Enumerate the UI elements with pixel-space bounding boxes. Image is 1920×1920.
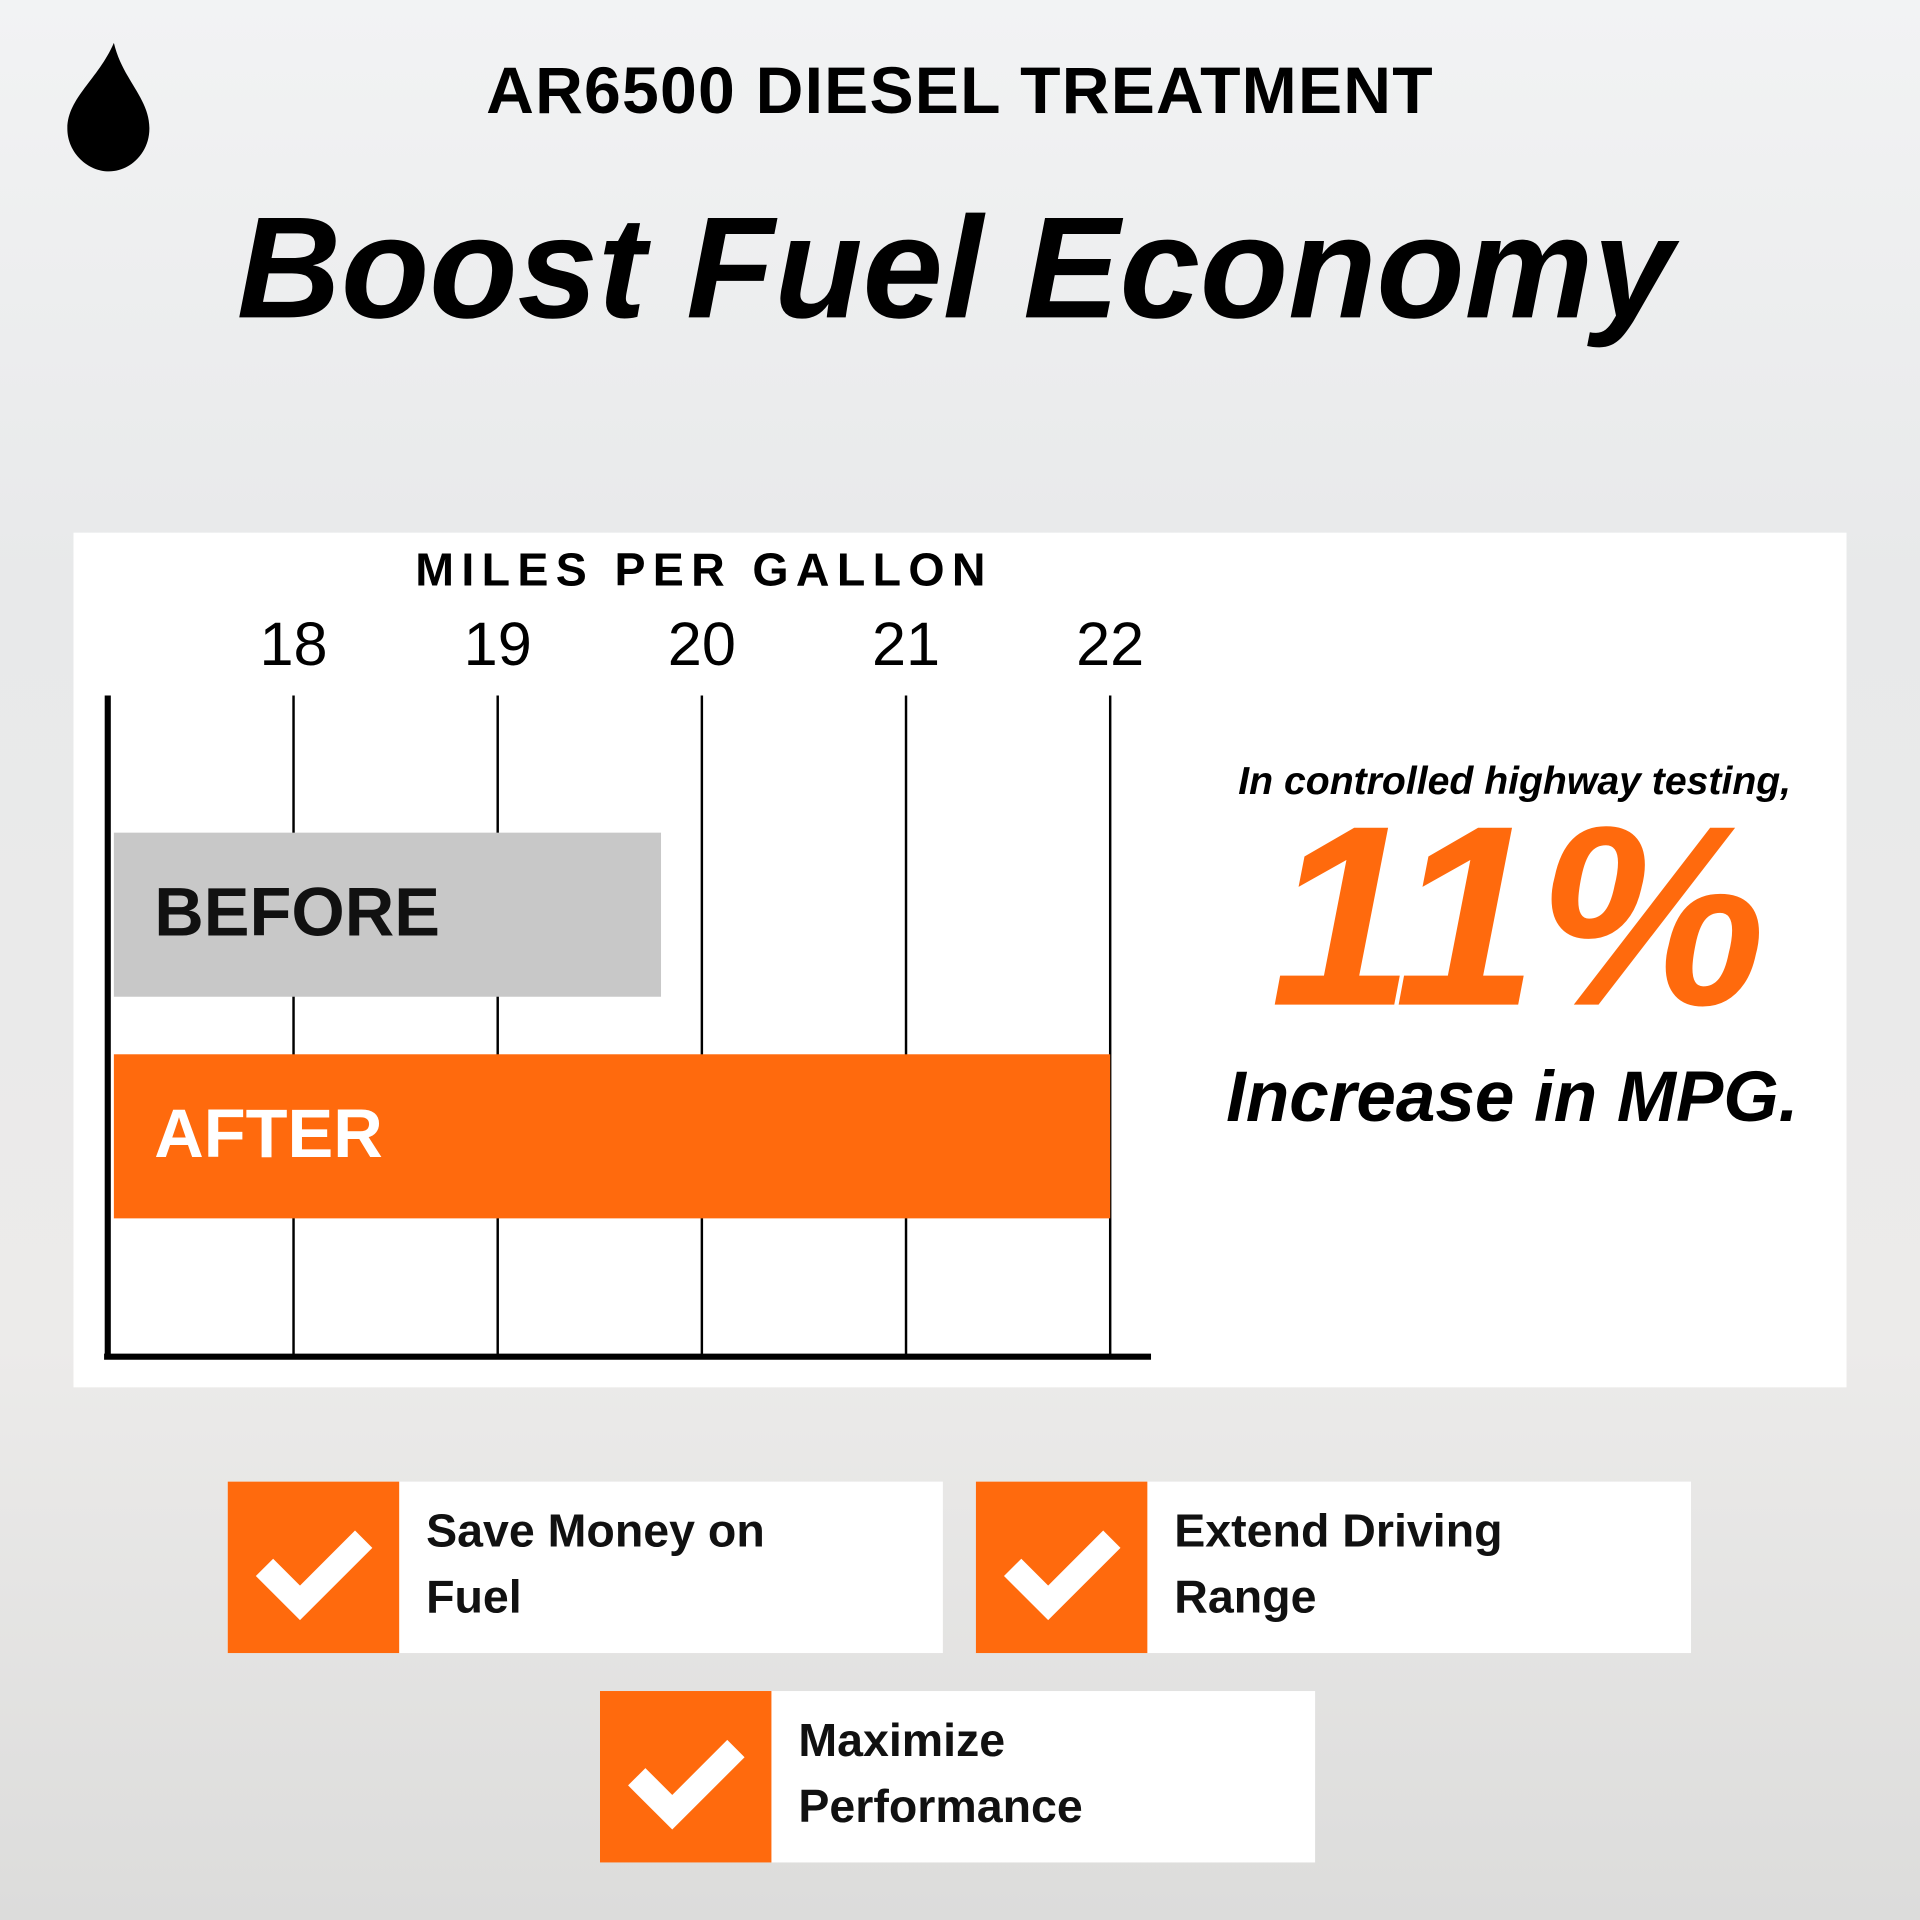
benefit: Extend Driving Range: [975, 1481, 1692, 1654]
benefit: Maximize Performance: [600, 1691, 1316, 1863]
check-box: [600, 1691, 772, 1863]
x-tick-label: 21: [872, 610, 940, 678]
benefit: Save Money on Fuel: [227, 1481, 943, 1654]
chart: MILES PER GALLON 18 19 20 21 22 BEFORE AFTER: [104, 543, 1152, 1360]
benefit-text: Save Money on: [426, 1505, 765, 1557]
category-label: AFTER: [154, 1095, 383, 1172]
check-box: [975, 1481, 1148, 1654]
check-box: [227, 1481, 400, 1654]
drop-icon: [67, 42, 150, 172]
x-tick-label: 22: [1076, 610, 1144, 678]
headline: Boost Fuel Economy: [237, 186, 1680, 348]
bar: [113, 1054, 1111, 1219]
header-title: AR6500 DIESEL TREATMENT: [486, 54, 1434, 128]
benefit-text: Range: [1174, 1571, 1316, 1623]
x-tick-label: 18: [259, 610, 327, 678]
x-axis-title: MILES PER GALLON: [415, 543, 993, 595]
category-label: BEFORE: [154, 873, 440, 950]
x-tick-label: 19: [464, 610, 532, 678]
check-mark: [255, 1530, 373, 1621]
check-mark: [1003, 1530, 1121, 1621]
benefit-text: Fuel: [426, 1571, 522, 1623]
benefit-text: Maximize: [798, 1714, 1005, 1766]
x-tick-label: 20: [668, 610, 736, 678]
callout-lead: In controlled highway testing,: [1238, 760, 1791, 803]
bar: [113, 832, 662, 997]
benefit-text: Extend Driving: [1174, 1505, 1502, 1557]
callout-figure: 11%: [1271, 773, 1767, 1060]
benefit-text: Performance: [798, 1780, 1082, 1832]
callout-tail: Increase in MPG.: [1226, 1058, 1798, 1137]
check-mark: [628, 1739, 745, 1830]
